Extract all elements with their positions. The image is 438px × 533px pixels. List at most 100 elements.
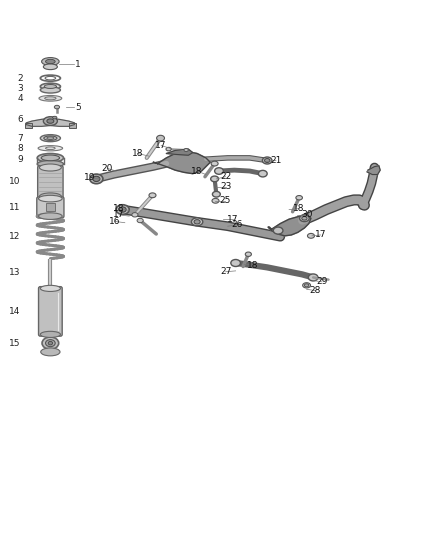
Ellipse shape — [39, 195, 62, 202]
Ellipse shape — [166, 147, 171, 151]
Polygon shape — [166, 149, 193, 155]
Ellipse shape — [258, 171, 267, 177]
Ellipse shape — [39, 193, 61, 200]
Ellipse shape — [93, 176, 100, 182]
Ellipse shape — [39, 95, 62, 101]
Ellipse shape — [211, 176, 219, 182]
Polygon shape — [26, 118, 74, 126]
Text: 14: 14 — [9, 307, 20, 316]
Ellipse shape — [37, 154, 64, 162]
Ellipse shape — [37, 160, 64, 167]
Ellipse shape — [157, 135, 165, 141]
Text: 19: 19 — [84, 173, 95, 182]
Text: 29: 29 — [316, 277, 328, 286]
Ellipse shape — [47, 137, 54, 140]
Ellipse shape — [45, 97, 56, 100]
Ellipse shape — [308, 274, 318, 281]
FancyBboxPatch shape — [39, 287, 62, 336]
Ellipse shape — [273, 227, 283, 234]
Text: 11: 11 — [9, 203, 20, 212]
Ellipse shape — [212, 191, 220, 197]
Ellipse shape — [42, 58, 59, 66]
Text: 23: 23 — [220, 182, 231, 191]
Ellipse shape — [302, 216, 307, 220]
Ellipse shape — [303, 282, 311, 288]
Ellipse shape — [48, 342, 53, 345]
Text: 7: 7 — [17, 134, 23, 143]
Ellipse shape — [184, 149, 188, 151]
Ellipse shape — [40, 285, 60, 292]
Ellipse shape — [44, 85, 57, 88]
Bar — [25, 123, 32, 128]
Ellipse shape — [149, 193, 156, 198]
Ellipse shape — [54, 106, 60, 109]
Ellipse shape — [46, 59, 55, 64]
Ellipse shape — [44, 136, 57, 140]
Ellipse shape — [40, 135, 60, 142]
Bar — [46, 203, 55, 211]
Text: 10: 10 — [9, 177, 20, 187]
FancyBboxPatch shape — [38, 166, 63, 198]
Text: 15: 15 — [9, 338, 20, 348]
Ellipse shape — [90, 174, 103, 184]
Text: 21: 21 — [270, 156, 282, 165]
Ellipse shape — [119, 207, 126, 212]
Text: 18: 18 — [247, 261, 259, 270]
Text: 8: 8 — [17, 144, 23, 153]
Text: 5: 5 — [75, 102, 81, 111]
Text: 12: 12 — [9, 232, 20, 241]
Polygon shape — [268, 215, 311, 236]
Text: 25: 25 — [219, 196, 230, 205]
Ellipse shape — [41, 348, 60, 356]
Ellipse shape — [191, 218, 203, 226]
Ellipse shape — [40, 87, 60, 93]
Ellipse shape — [212, 198, 219, 203]
Text: 27: 27 — [220, 267, 231, 276]
Polygon shape — [367, 166, 380, 174]
Text: 30: 30 — [301, 211, 312, 219]
Ellipse shape — [245, 252, 251, 256]
Ellipse shape — [40, 332, 60, 337]
Text: 17: 17 — [113, 211, 125, 219]
Text: 22: 22 — [220, 172, 231, 181]
Text: 9: 9 — [17, 155, 23, 164]
Text: 3: 3 — [17, 84, 23, 93]
Ellipse shape — [53, 116, 57, 119]
Ellipse shape — [304, 284, 309, 287]
Ellipse shape — [265, 158, 270, 163]
Ellipse shape — [40, 83, 60, 90]
Text: 18: 18 — [191, 166, 203, 175]
Ellipse shape — [307, 233, 314, 238]
Ellipse shape — [116, 205, 129, 214]
Text: 4: 4 — [17, 94, 23, 103]
Ellipse shape — [231, 260, 240, 266]
Ellipse shape — [194, 220, 200, 224]
Text: 13: 13 — [9, 268, 20, 277]
Ellipse shape — [132, 213, 138, 217]
Text: 1: 1 — [75, 60, 81, 69]
Text: 6: 6 — [17, 115, 23, 124]
Ellipse shape — [300, 215, 309, 222]
Polygon shape — [153, 152, 210, 174]
Text: 18: 18 — [132, 149, 144, 158]
Ellipse shape — [39, 213, 62, 220]
Ellipse shape — [46, 147, 55, 150]
FancyBboxPatch shape — [37, 197, 64, 218]
Text: 18: 18 — [113, 204, 125, 213]
Text: 17: 17 — [155, 141, 167, 150]
Ellipse shape — [43, 117, 57, 125]
Text: 2: 2 — [17, 74, 23, 83]
Ellipse shape — [262, 157, 272, 164]
Ellipse shape — [215, 168, 223, 174]
Ellipse shape — [43, 64, 57, 70]
Text: 18: 18 — [293, 204, 304, 213]
Bar — [69, 123, 76, 128]
Text: 20: 20 — [102, 164, 113, 173]
Text: 17: 17 — [315, 230, 326, 239]
Ellipse shape — [137, 219, 143, 223]
Ellipse shape — [296, 196, 302, 200]
Ellipse shape — [47, 119, 54, 123]
Text: 17: 17 — [227, 215, 239, 224]
Ellipse shape — [46, 340, 55, 346]
Ellipse shape — [211, 161, 218, 166]
